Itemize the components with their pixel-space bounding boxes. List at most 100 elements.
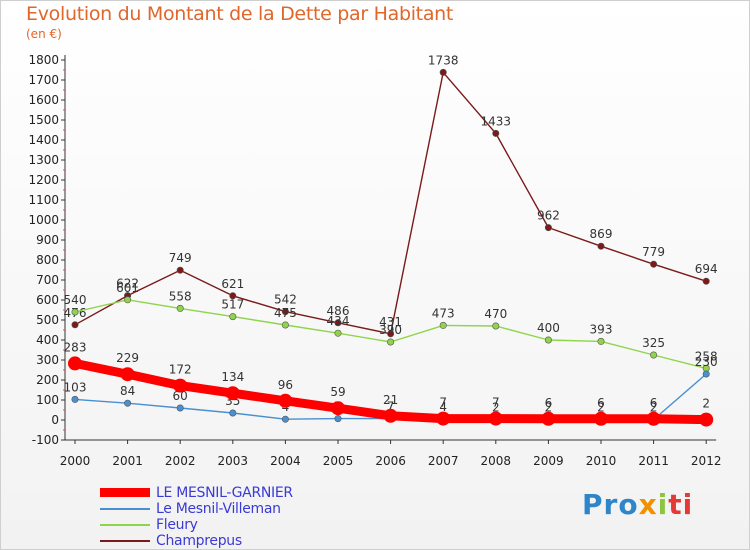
- data-label: 470: [484, 307, 507, 321]
- data-label: 540: [64, 293, 87, 307]
- data-label: 434: [327, 314, 350, 328]
- x-tick-label: 2003: [218, 454, 249, 468]
- proxiti-logo: Proxiti: [582, 488, 694, 521]
- data-label: 230: [695, 355, 718, 369]
- data-point: [702, 277, 710, 285]
- data-point: [439, 68, 447, 76]
- data-label: 7: [439, 396, 447, 410]
- legend-label: LE MESNIL-GARNIER: [156, 485, 293, 501]
- y-tick-label: 100: [36, 393, 59, 407]
- data-label: 60: [173, 389, 188, 403]
- data-point: [544, 224, 552, 232]
- y-tick-label: 500: [36, 313, 59, 327]
- data-label: 59: [330, 385, 345, 399]
- data-point: [544, 336, 552, 344]
- data-label: 393: [590, 322, 613, 336]
- data-label: 6: [545, 396, 553, 410]
- y-tick-label: 200: [36, 373, 59, 387]
- data-point: [278, 393, 293, 408]
- data-label: 4: [439, 400, 447, 414]
- y-tick-label: 800: [36, 253, 59, 267]
- data-label: 2: [702, 397, 710, 411]
- data-label: 283: [64, 340, 87, 354]
- data-point: [387, 338, 395, 346]
- data-label: 84: [120, 384, 135, 398]
- y-tick-label: 1100: [28, 193, 59, 207]
- y-tick-label: 1600: [28, 93, 59, 107]
- data-label: 103: [64, 380, 87, 394]
- data-label: 2: [650, 401, 658, 415]
- data-label: 517: [221, 298, 244, 312]
- data-point: [702, 370, 710, 378]
- data-label: 96: [278, 378, 293, 392]
- data-point: [334, 319, 342, 327]
- data-label: 694: [695, 262, 718, 276]
- y-tick-label: 1000: [28, 213, 59, 227]
- data-label: 6: [597, 396, 605, 410]
- data-label: 325: [642, 336, 665, 350]
- data-label: 431: [379, 315, 402, 329]
- data-point: [120, 367, 135, 382]
- data-point: [387, 330, 395, 338]
- data-point: [597, 242, 605, 250]
- data-label: 21: [383, 393, 398, 407]
- data-point: [176, 304, 184, 312]
- legend-swatch: [100, 488, 150, 497]
- legend-swatch: [100, 540, 150, 542]
- data-label: 1738: [428, 53, 459, 67]
- data-label: 473: [432, 306, 455, 320]
- legend-label: Champrepus: [156, 533, 242, 549]
- y-tick-label: 1200: [28, 173, 59, 187]
- data-label: 601: [116, 281, 139, 295]
- data-point: [124, 296, 132, 304]
- legend-swatch: [100, 508, 150, 510]
- data-point: [594, 411, 608, 426]
- data-point: [71, 395, 79, 403]
- data-point: [492, 322, 500, 330]
- legend-swatch: [100, 524, 150, 526]
- data-point: [439, 321, 447, 329]
- data-point: [334, 329, 342, 337]
- x-tick-label: 2004: [270, 454, 301, 468]
- data-point: [173, 378, 188, 393]
- data-point: [436, 411, 451, 426]
- data-point: [488, 411, 503, 426]
- data-point: [176, 404, 184, 412]
- x-tick-label: 2012: [691, 454, 722, 468]
- data-point: [229, 409, 237, 417]
- data-point: [229, 292, 237, 300]
- data-point: [225, 386, 240, 401]
- data-label: 869: [590, 227, 613, 241]
- y-tick-label: -100: [32, 433, 59, 447]
- data-label: 486: [327, 304, 350, 318]
- data-point: [597, 337, 605, 345]
- y-tick-label: 1500: [28, 113, 59, 127]
- x-tick-label: 2008: [481, 454, 512, 468]
- chart-title: Evolution du Montant de la Dette par Hab…: [26, 3, 454, 25]
- y-tick-label: 1700: [28, 73, 59, 87]
- data-point: [383, 408, 398, 423]
- data-label: 6: [650, 396, 658, 410]
- data-label: 475: [274, 306, 297, 320]
- x-tick-label: 2009: [533, 454, 564, 468]
- data-point: [68, 356, 82, 371]
- legend-label: Le Mesnil-Villeman: [156, 501, 281, 517]
- data-label: 390: [379, 323, 402, 337]
- data-label: 7: [387, 400, 395, 414]
- data-point: [646, 411, 661, 426]
- y-tick-label: 300: [36, 353, 59, 367]
- y-tick-label: 400: [36, 333, 59, 347]
- y-tick-label: 0: [51, 413, 59, 427]
- data-label: 622: [116, 277, 139, 291]
- data-label: 134: [221, 370, 244, 384]
- x-tick-label: 2006: [375, 454, 406, 468]
- data-point: [281, 308, 289, 316]
- data-label: 400: [537, 321, 560, 335]
- data-label: 542: [274, 293, 297, 307]
- x-tick-label: 2002: [165, 454, 196, 468]
- data-point: [176, 266, 184, 274]
- data-point: [71, 308, 79, 316]
- data-label: 779: [642, 245, 665, 259]
